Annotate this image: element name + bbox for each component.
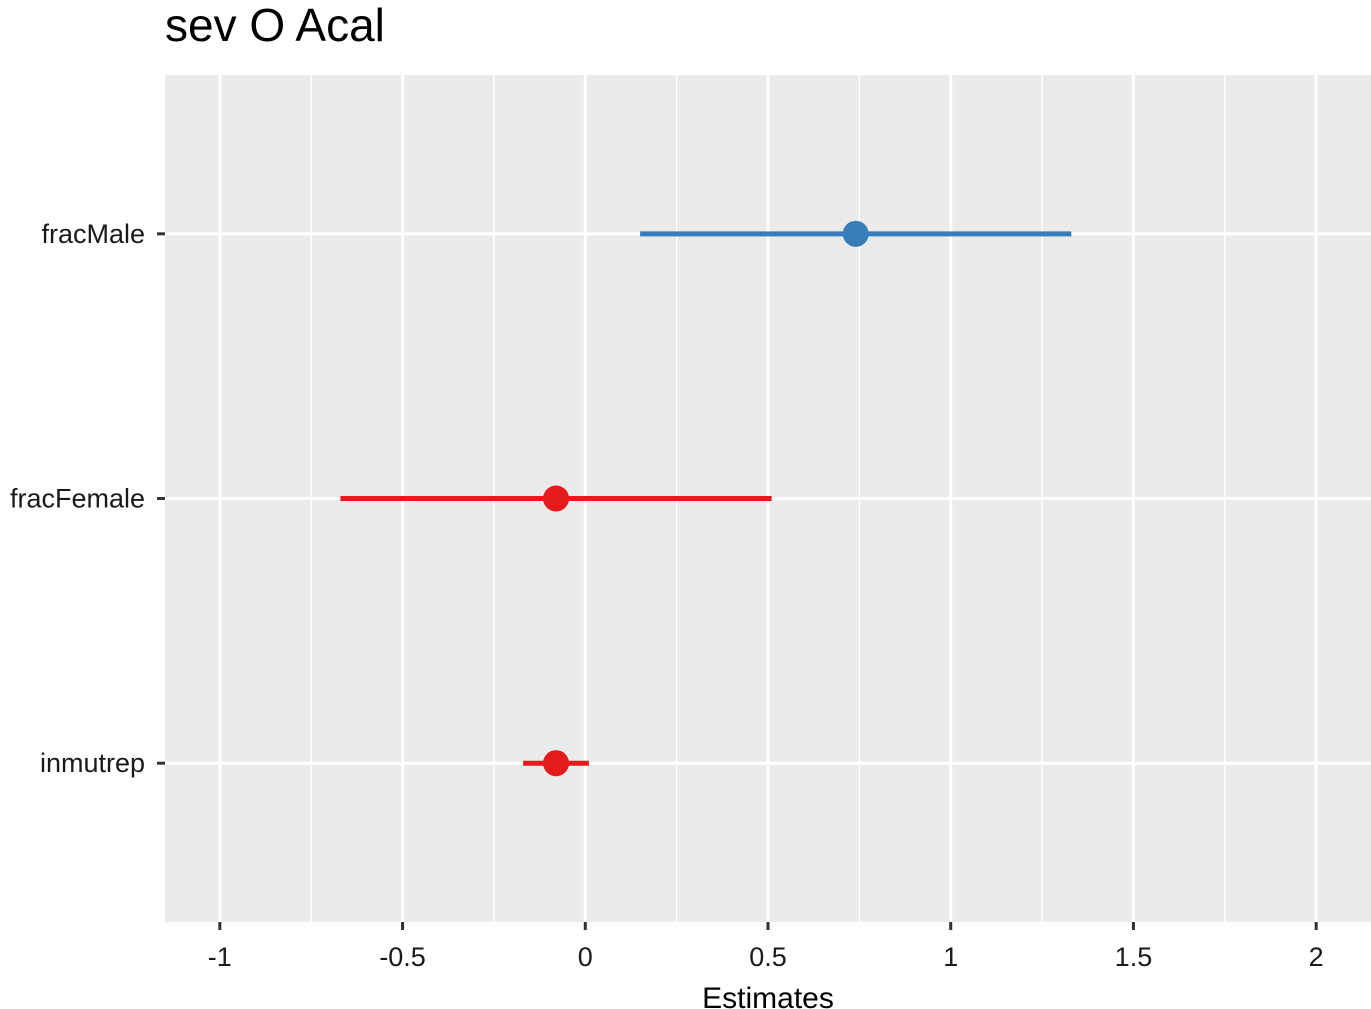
estimate-point-inmutrep xyxy=(543,750,570,777)
y-tick-label-inmutrep: inmutrep xyxy=(40,748,145,778)
x-axis: -1 -0.5 0 0.5 1 1.5 2 xyxy=(208,922,1324,972)
y-axis: fracMale fracFemale inmutrep xyxy=(10,219,165,778)
x-tick-label: 2 xyxy=(1309,942,1324,972)
estimate-point-fracMale xyxy=(842,220,869,247)
chart-title: sev O Acal xyxy=(165,0,385,51)
x-tick-label: -0.5 xyxy=(379,942,426,972)
x-tick-label: 1 xyxy=(943,942,958,972)
estimate-marks xyxy=(340,220,1072,777)
y-tick-label-fracFemale: fracFemale xyxy=(10,484,145,514)
x-tick-label: 1.5 xyxy=(1115,942,1153,972)
estimate-point-fracFemale xyxy=(543,485,570,512)
x-tick-label: 0.5 xyxy=(749,942,787,972)
x-axis-title: Estimates xyxy=(702,982,834,1009)
x-tick-label: -1 xyxy=(208,942,232,972)
x-tick-label: 0 xyxy=(578,942,593,972)
y-tick-label-fracMale: fracMale xyxy=(41,219,145,249)
